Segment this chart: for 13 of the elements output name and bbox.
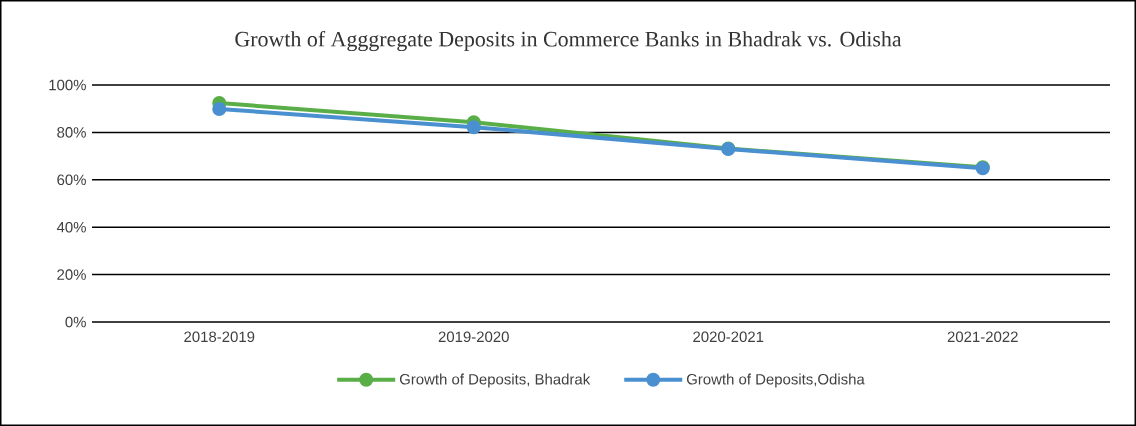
y-tick-label: 0% xyxy=(65,316,86,328)
y-tick-label: 80% xyxy=(57,127,86,138)
x-tick-label: 2021-2022 xyxy=(947,331,1018,343)
y-tick-label: 40% xyxy=(56,221,86,233)
y-tick-label: 100% xyxy=(49,79,86,91)
y-tick-label: 20% xyxy=(57,269,86,280)
chart-title: Growth of Agggregate Deposits in Commerce Banks in Bhadrak vs. Odisha xyxy=(235,30,902,52)
x-tick-label: 2018-2019 xyxy=(184,331,255,343)
y-tick-label: 60% xyxy=(57,174,86,186)
x-tick-label: 2020-2021 xyxy=(693,331,764,343)
legend-label: Growth of Deposits,Odisha xyxy=(686,373,865,388)
legend-label: Growth of Deposits, Bhadrak xyxy=(399,373,591,388)
x-tick-label: 2019-2020 xyxy=(438,331,509,343)
